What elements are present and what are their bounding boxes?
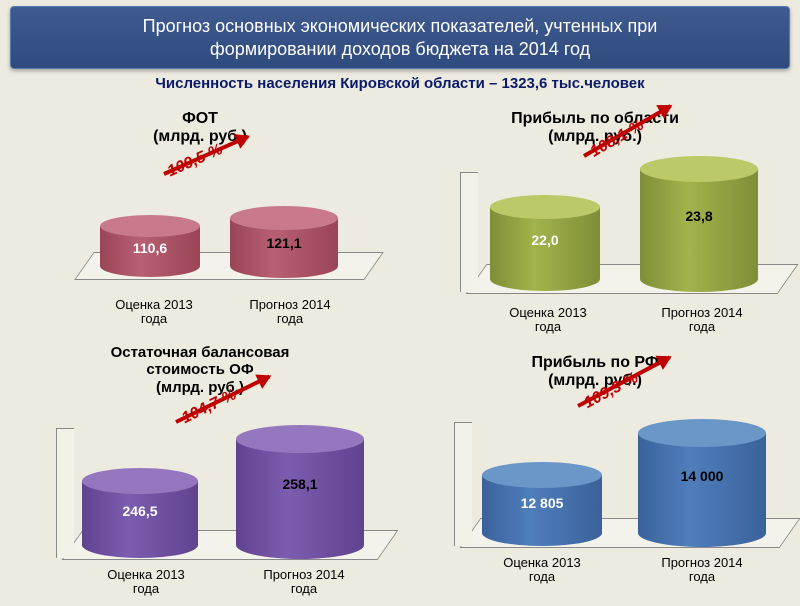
cylinder-value: 110,6 <box>100 240 200 256</box>
chart-area: 110,6 Оценка 2013 года 121,1 Прогноз 2014 г… <box>40 156 360 326</box>
x-axis-label: Прогноз 2014 года <box>230 298 350 327</box>
chart-backwall <box>454 422 472 546</box>
cylinder-top <box>236 425 364 453</box>
chart-backwall <box>56 428 74 558</box>
x-axis-label: Прогноз 2014 года <box>642 306 762 335</box>
cylinder: 110,6 <box>100 215 200 277</box>
cylinder-value: 23,8 <box>640 208 758 224</box>
cylinder-value: 14 000 <box>638 468 766 484</box>
charts-grid: ФОТ (млрд. руб.) 110,6 Оценка 2013 года 121… <box>0 106 800 606</box>
panel-profit_oblast: Прибыль по области (млрд. руб.)22,0Оценк… <box>400 110 790 340</box>
cylinder: 14 000 <box>638 419 766 547</box>
cylinder-top <box>82 468 198 494</box>
chart-area: 246,5 Оценка 2013 года 258,1 Прогноз 2014 г… <box>30 412 380 602</box>
chart-title: Прибыль по РФ (млрд. руб.) <box>400 354 790 391</box>
cylinder: 246,5 <box>82 468 198 558</box>
chart-backwall <box>460 172 478 292</box>
cylinder: 22,0 <box>490 195 600 291</box>
x-axis-label: Прогноз 2014 года <box>642 556 762 585</box>
panel-profit_rf: Прибыль по РФ (млрд. руб.) 12 805 Оценка 2… <box>400 354 790 604</box>
x-axis-label: Прогноз 2014 года <box>244 568 364 597</box>
cylinder-top <box>100 215 200 237</box>
cylinder-bottom <box>490 267 600 291</box>
chart-title: Остаточная балансовая стоимость ОФ (млрд… <box>10 344 390 396</box>
chart-area: 12 805 Оценка 2013 года 14 000 Прогноз 2014… <box>420 400 780 590</box>
cylinder-value: 121,1 <box>230 235 338 251</box>
cylinder-top <box>490 195 600 219</box>
cylinder-bottom <box>638 519 766 547</box>
cylinder-value: 258,1 <box>236 476 364 492</box>
cylinder-body <box>640 169 758 279</box>
panel-fot: ФОТ (млрд. руб.) 110,6 Оценка 2013 года 121… <box>10 110 390 340</box>
growth-percent: 109,5 % <box>165 141 226 181</box>
header-line-1: Прогноз основных экономических показател… <box>31 15 769 38</box>
cylinder-top <box>230 206 338 230</box>
cylinder-top <box>640 156 758 182</box>
x-axis-label: Оценка 2013 года <box>488 306 608 335</box>
cylinder-bottom <box>482 520 602 546</box>
cylinder-bottom <box>230 254 338 278</box>
cylinder: 121,1 <box>230 206 338 278</box>
cylinder-top <box>638 419 766 447</box>
x-axis-label: Оценка 2013 года <box>482 556 602 585</box>
cylinder-value: 22,0 <box>490 232 600 248</box>
cylinder-bottom <box>100 255 200 277</box>
cylinder-bottom <box>640 266 758 292</box>
x-axis-label: Оценка 2013 года <box>86 568 206 597</box>
header-banner: Прогноз основных экономических показател… <box>10 6 790 69</box>
cylinder: 12 805 <box>482 462 602 546</box>
cylinder-bottom <box>82 532 198 558</box>
cylinder-bottom <box>236 531 364 559</box>
x-axis-label: Оценка 2013 года <box>94 298 214 327</box>
cylinder-top <box>482 462 602 488</box>
header-line-2: формировании доходов бюджета на 2014 год <box>31 38 769 61</box>
cylinder-value: 12 805 <box>482 495 602 511</box>
chart-title: ФОТ (млрд. руб.) <box>10 110 390 147</box>
panel-balance: Остаточная балансовая стоимость ОФ (млрд… <box>10 344 390 604</box>
cylinder: 258,1 <box>236 425 364 559</box>
cylinder: 23,8 <box>640 156 758 292</box>
subheader: Численность населения Кировской области … <box>0 75 800 92</box>
cylinder-value: 246,5 <box>82 503 198 519</box>
chart-area: 22,0 Оценка 2013 года 23,8 Прогноз 2014 год… <box>420 156 780 336</box>
